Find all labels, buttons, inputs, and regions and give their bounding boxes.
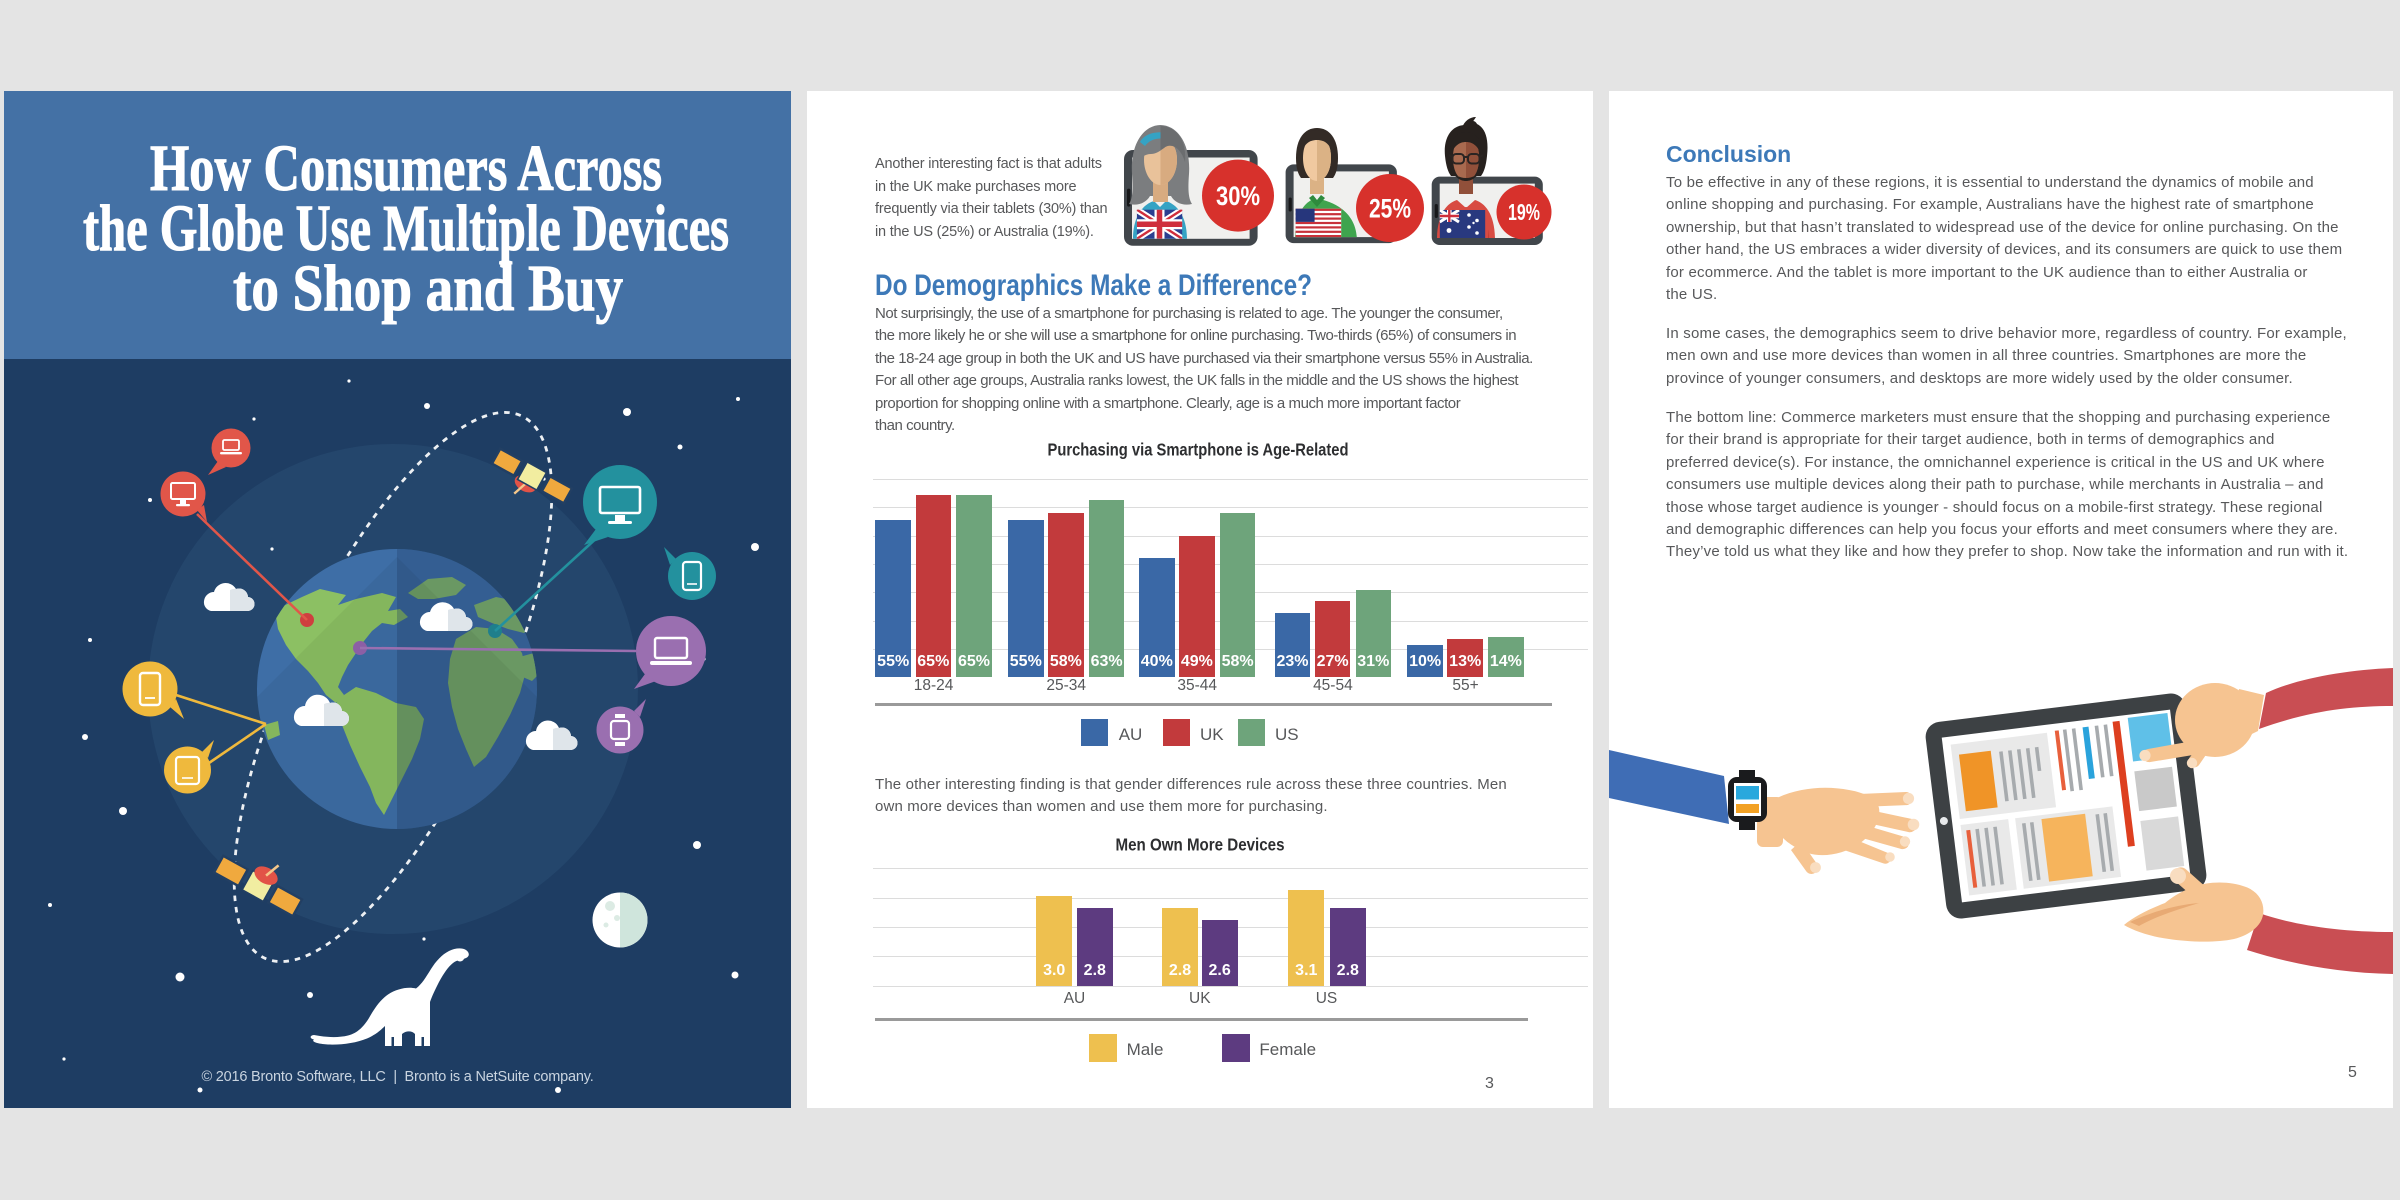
svg-text:Men Own More Devices: Men Own More Devices (1116, 835, 1285, 855)
svg-text:to Shop and Buy: to Shop and Buy (233, 252, 623, 325)
svg-text:25%: 25% (1369, 194, 1411, 224)
svg-text:Purchasing via Smartphone is A: Purchasing via Smartphone is Age-Related (1048, 440, 1349, 460)
svg-text:30%: 30% (1216, 181, 1260, 211)
svg-text:How Consumers Across: How Consumers Across (150, 132, 662, 205)
svg-text:the Globe Use Multiple Devices: the Globe Use Multiple Devices (83, 192, 729, 265)
svg-text:Do Demographics Make a Differe: Do Demographics Make a Difference? (875, 269, 1312, 302)
svg-text:19%: 19% (1508, 199, 1540, 225)
